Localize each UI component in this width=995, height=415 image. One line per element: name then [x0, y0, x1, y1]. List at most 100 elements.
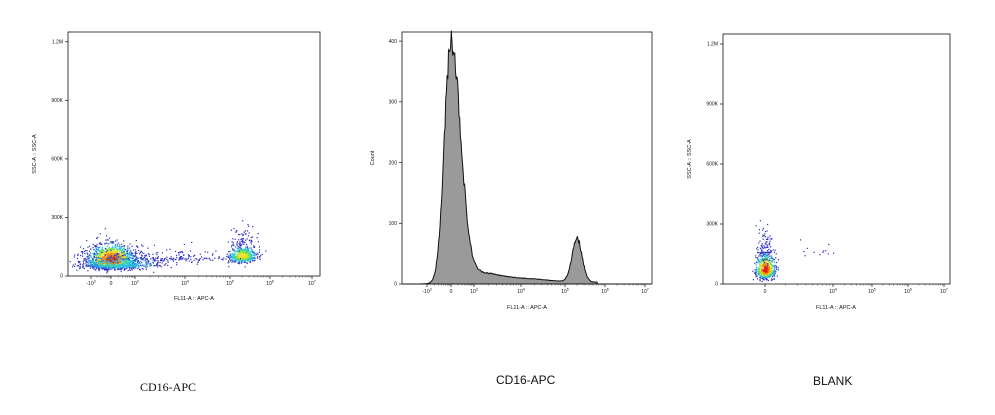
panel-1-event-dot	[120, 245, 122, 247]
panel-3-event-dot	[766, 266, 768, 269]
panel-1-event-dot	[229, 256, 231, 259]
panel-1-event-dot	[250, 239, 253, 241]
panel-1-event-dot	[88, 262, 90, 264]
panel-3-y-tick-label: 300K	[706, 222, 718, 228]
panel-3-event-dot	[770, 264, 772, 266]
panel-1-event-dot	[140, 262, 143, 264]
panel-1-event-dot	[146, 262, 148, 264]
panel-1-event-dot	[254, 257, 256, 260]
panel-1-plot-frame	[67, 31, 321, 277]
panel-3-event-dot	[766, 256, 768, 258]
panel-1-event-dot	[234, 257, 236, 260]
panel-1-event-dot	[113, 254, 115, 256]
panel-1-event-dot	[150, 265, 152, 267]
panel-1-event-dot	[112, 264, 114, 266]
panel-1-event-dot	[164, 259, 166, 261]
panel-1-event-dot	[101, 247, 103, 249]
panel-1-event-dot	[97, 260, 99, 262]
panel-1-event-dot	[239, 255, 241, 257]
panel-3-event-dot	[752, 279, 754, 281]
panel-1-event-dot	[121, 257, 124, 259]
panel-1-event-dot	[106, 256, 108, 259]
panel-1-event-dot	[257, 256, 259, 258]
panel-1-event-dot	[112, 253, 114, 255]
panel-1-event-dot	[100, 260, 102, 262]
panel-3-event-dot	[765, 269, 767, 271]
panel-1-event-dot	[98, 265, 100, 267]
panel-1-event-dot	[107, 259, 109, 261]
panel-3-event-dot	[761, 271, 763, 273]
panel-1-event-dot	[93, 257, 95, 259]
panel-3-event-dot	[769, 238, 771, 240]
panel-1-event-dot	[130, 260, 132, 263]
panel-1-event-dot	[244, 241, 246, 244]
panel-1-event-dot	[85, 260, 87, 262]
panel-1-event-dot	[130, 251, 132, 253]
panel-1-event-dot	[126, 253, 128, 255]
panel-1-event-dot	[77, 265, 80, 267]
panel-3-event-dot	[776, 268, 778, 270]
panel-3-event-dot	[763, 260, 765, 262]
panel-3-event-dot	[755, 273, 757, 275]
panel-3-event-dot	[759, 252, 761, 254]
panel-1-event-dot	[105, 269, 107, 271]
panel-3-event-dot	[765, 256, 767, 258]
panel-3-event-dot	[771, 267, 773, 269]
panel-1-event-dot	[164, 264, 166, 266]
panel-1-event-dot	[118, 268, 120, 270]
panel-1-event-dot	[103, 265, 105, 267]
panel-1-event-dot	[235, 231, 237, 233]
panel-1-event-dot	[83, 250, 85, 253]
panel-1-event-dot	[100, 267, 102, 269]
panel-1-event-dot	[145, 260, 147, 263]
panel-1-event-dot	[102, 265, 104, 268]
panel-1-event-dot	[123, 263, 125, 265]
panel-3-event-dot	[768, 259, 770, 261]
panel-3-event-dot	[762, 252, 764, 254]
panel-1-event-dot	[227, 241, 229, 243]
panel-1-event-dot	[112, 265, 114, 267]
panel-3-event-dot	[770, 250, 772, 253]
panel-1-event-dot	[131, 259, 133, 262]
panel-3-event-dot	[769, 251, 771, 253]
panel-3-event-dot	[765, 251, 767, 253]
panel-1-event-dot	[117, 264, 119, 267]
panel-1-event-dot	[95, 267, 97, 269]
panel-1-event-dot	[103, 261, 105, 264]
panel-1-event-dot	[147, 253, 150, 255]
panel-1-event-dot	[228, 260, 230, 262]
panel-1-event-dot	[90, 256, 92, 258]
panel-3-event-dot	[754, 271, 756, 273]
panel-3-event-dot	[759, 267, 762, 269]
panel-1-event-dot	[132, 262, 135, 264]
panel-1-caption: CD16-APC	[140, 380, 197, 394]
panel-1-event-dot	[123, 261, 125, 263]
panel-1-event-dot	[126, 257, 128, 259]
panel-3-event-dot	[763, 279, 765, 281]
panel-1-event-dot	[249, 261, 251, 263]
panel-1-event-dot	[257, 253, 259, 255]
panel-3-event-dot	[771, 279, 773, 281]
panel-3-event-dot	[760, 262, 763, 264]
panel-3-event-dot	[806, 247, 808, 249]
panel-1-event-dot	[89, 245, 91, 247]
panel-1-event-dot	[93, 268, 95, 270]
panel-1-event-dot	[115, 267, 117, 269]
panel-3-event-dot	[752, 270, 754, 272]
panel-1-event-dot	[249, 258, 251, 260]
panel-3-event-dot	[775, 267, 777, 269]
panel-1-event-dot	[106, 259, 108, 261]
panel-1-event-dot	[151, 257, 153, 259]
panel-1-event-dot	[246, 245, 249, 247]
panel-1-event-dot	[240, 244, 243, 246]
panel-1-event-dot	[237, 234, 240, 236]
panel-1-event-dot	[146, 258, 148, 260]
panel-3-event-dot	[768, 268, 770, 270]
panel-1-event-dot	[118, 263, 120, 265]
panel-1-event-dot	[101, 252, 103, 254]
panel-2-x-tick-label: -103	[422, 288, 431, 296]
panel-1-event-dot	[96, 267, 99, 269]
panel-1-event-dot	[97, 266, 99, 268]
panel-3-x-tick-label: 105	[868, 288, 876, 296]
panel-1-event-dot	[135, 259, 137, 261]
